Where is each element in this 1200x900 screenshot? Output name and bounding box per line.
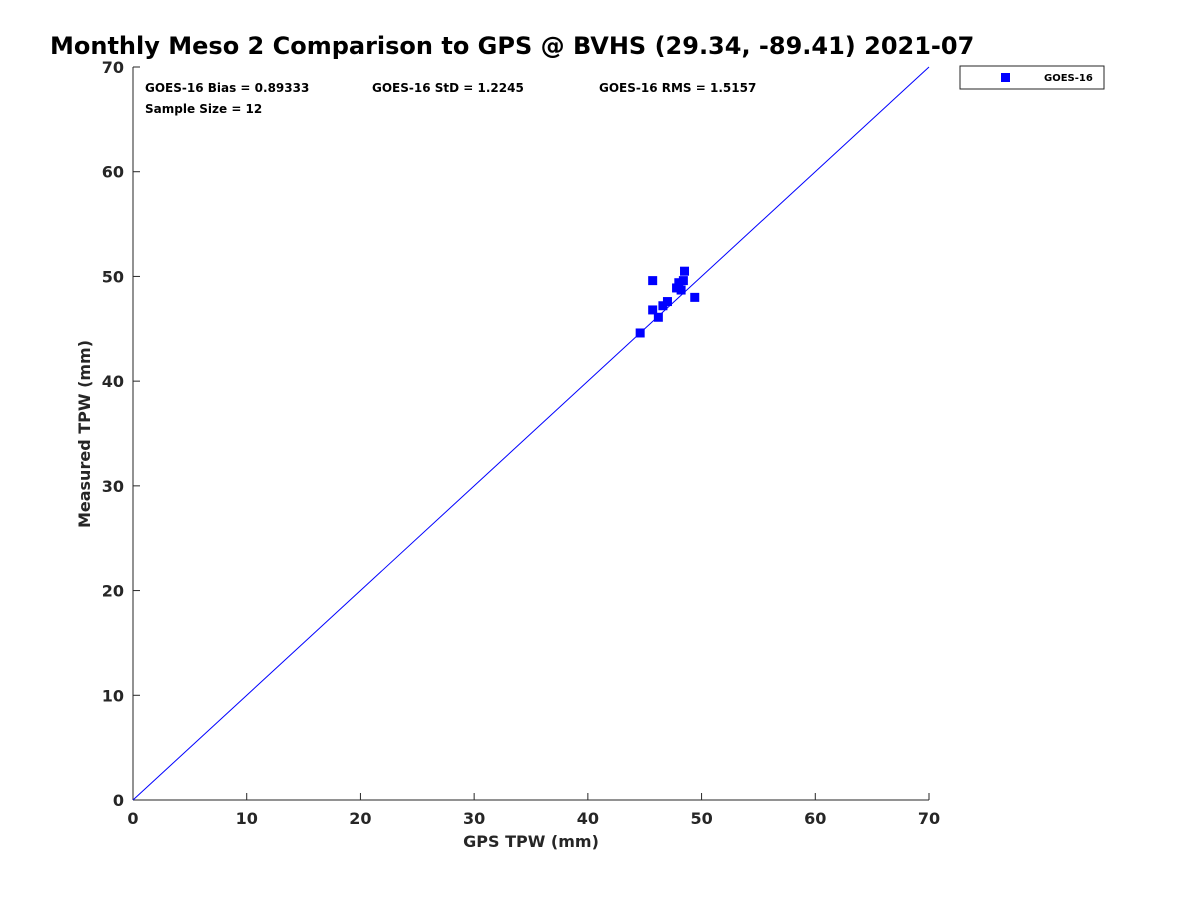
data-point bbox=[653, 312, 663, 322]
data-point bbox=[678, 276, 688, 286]
std-annotation: GOES-16 StD = 1.2245 bbox=[372, 81, 524, 95]
data-points bbox=[635, 266, 700, 338]
data-point bbox=[648, 276, 658, 286]
legend-box bbox=[959, 65, 1105, 90]
chart-title: Monthly Meso 2 Comparison to GPS @ BVHS … bbox=[50, 32, 974, 60]
x-tick-label: 70 bbox=[918, 809, 940, 828]
x-tick-label: 60 bbox=[804, 809, 826, 828]
x-axis-ticks: 0 10 20 30 40 50 60 70 bbox=[127, 793, 940, 828]
data-point bbox=[676, 285, 686, 295]
legend-label: GOES-16 bbox=[1044, 73, 1093, 84]
y-tick-label: 20 bbox=[102, 582, 124, 601]
rms-annotation: GOES-16 RMS = 1.5157 bbox=[599, 81, 756, 95]
y-tick-label: 70 bbox=[102, 58, 124, 77]
data-point bbox=[635, 328, 645, 338]
data-point bbox=[658, 301, 668, 311]
data-point bbox=[672, 283, 682, 293]
y-axis-ticks: 0 10 20 30 40 50 60 70 bbox=[102, 58, 140, 810]
legend-marker-square bbox=[1001, 73, 1010, 82]
y-tick-label: 40 bbox=[102, 372, 124, 391]
x-axis-label: GPS TPW (mm) bbox=[463, 832, 599, 851]
y-axis-label: Measured TPW (mm) bbox=[75, 340, 94, 528]
data-point bbox=[648, 305, 658, 315]
y-tick-label: 50 bbox=[102, 267, 124, 286]
data-point bbox=[674, 278, 684, 288]
y-tick-label: 10 bbox=[102, 686, 124, 705]
x-tick-label: 50 bbox=[690, 809, 712, 828]
y-tick-label: 0 bbox=[113, 791, 124, 810]
x-tick-label: 40 bbox=[577, 809, 599, 828]
x-tick-label: 0 bbox=[127, 809, 138, 828]
legend: GOES-16 bbox=[959, 65, 1105, 90]
plot-area: 0 10 20 30 40 50 60 70 0 10 20 30 40 50 60 70 bbox=[102, 58, 940, 828]
x-tick-label: 10 bbox=[236, 809, 258, 828]
data-point bbox=[662, 297, 672, 307]
y-tick-label: 60 bbox=[102, 163, 124, 182]
bias-annotation: GOES-16 Bias = 0.89333 bbox=[145, 81, 309, 95]
one-to-one-reference-line bbox=[132, 66, 930, 801]
statistics-annotations: GOES-16 Bias = 0.89333 GOES-16 StD = 1.2… bbox=[145, 81, 756, 116]
y-tick-label: 30 bbox=[102, 477, 124, 496]
data-point bbox=[690, 292, 700, 302]
sample-size-annotation: Sample Size = 12 bbox=[145, 102, 262, 116]
x-tick-label: 30 bbox=[463, 809, 485, 828]
data-point bbox=[680, 266, 690, 276]
x-tick-label: 20 bbox=[349, 809, 371, 828]
